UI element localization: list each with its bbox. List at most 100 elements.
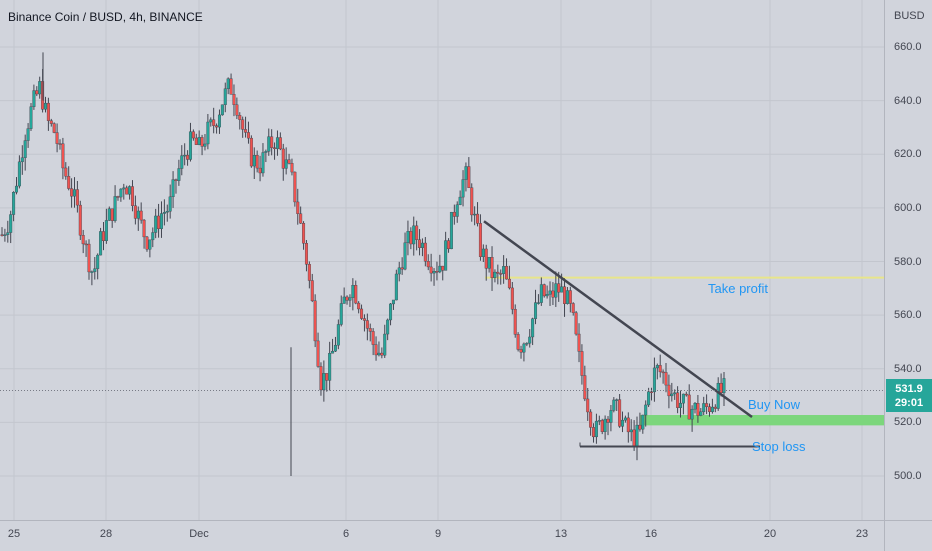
- time-tick-label: Dec: [189, 528, 209, 540]
- candle-body: [394, 273, 398, 301]
- candle-body: [72, 189, 76, 197]
- candle-body: [273, 147, 277, 149]
- candle-body: [165, 211, 169, 213]
- candle-body: [502, 266, 506, 274]
- candle-body: [145, 236, 149, 250]
- candle-body: [6, 232, 10, 235]
- candle-body: [545, 294, 549, 297]
- price-axis[interactable]: [884, 0, 932, 520]
- candle-body: [223, 88, 227, 105]
- candle-body: [513, 309, 517, 335]
- candle-body: [319, 366, 323, 391]
- candle-body: [447, 240, 451, 250]
- candle-body: [133, 205, 137, 219]
- candle-body: [374, 344, 378, 356]
- candle-body: [623, 417, 627, 421]
- buy-zone-band: [640, 415, 884, 426]
- candle-body: [354, 285, 358, 304]
- candle-body: [101, 231, 105, 242]
- time-tick-label: 28: [99, 528, 113, 540]
- candle-body: [162, 212, 166, 214]
- candle-body: [612, 399, 616, 411]
- candle-body: [200, 137, 204, 147]
- candle-body: [377, 352, 381, 356]
- candle-body: [81, 235, 85, 245]
- candle-body: [389, 303, 393, 321]
- candle-body: [258, 167, 262, 174]
- candle-body: [423, 242, 427, 262]
- candle-body: [307, 264, 311, 281]
- candle-body: [412, 225, 416, 245]
- candle-body: [217, 114, 221, 128]
- last-price-badge: 531.9 29:01: [886, 379, 932, 412]
- time-axis[interactable]: [0, 520, 884, 551]
- candle-body: [415, 225, 419, 240]
- candle-body: [331, 350, 335, 354]
- chart-area[interactable]: [0, 0, 884, 520]
- candle-body: [154, 215, 158, 233]
- candle-body: [310, 280, 314, 302]
- candle-body: [281, 148, 285, 169]
- candle-body: [528, 336, 532, 344]
- candle-body: [58, 143, 62, 145]
- candle-body: [516, 334, 520, 350]
- candle-body: [197, 137, 201, 145]
- buy-now-label[interactable]: Buy Now: [748, 397, 801, 412]
- candle-body: [244, 129, 248, 133]
- candle-body: [603, 418, 607, 432]
- candle-body: [290, 163, 294, 173]
- candle-body: [55, 132, 59, 144]
- candle-body: [476, 213, 480, 224]
- take-profit-label[interactable]: Take profit: [708, 281, 768, 296]
- candle-body: [687, 394, 691, 420]
- candle-body: [107, 208, 111, 221]
- price-tick-label: 560.0: [894, 309, 922, 321]
- candle-body: [531, 318, 535, 338]
- candle-body: [615, 399, 619, 401]
- price-tick-label: 540.0: [894, 363, 922, 375]
- candle-body: [397, 267, 401, 275]
- candle-body: [510, 287, 514, 310]
- candle-body: [484, 248, 488, 269]
- symbol-title: Binance Coin / BUSD, 4h, BINANCE: [8, 10, 203, 24]
- candle-body: [84, 243, 88, 246]
- candlestick-chart[interactable]: [0, 0, 884, 520]
- candle-body: [336, 324, 340, 346]
- candle-body: [14, 185, 18, 193]
- candle-body: [12, 192, 16, 215]
- candle-body: [458, 196, 462, 205]
- candle-body: [710, 406, 714, 412]
- candle-body: [461, 179, 465, 198]
- candle-body: [597, 420, 601, 422]
- candle-body: [52, 123, 56, 133]
- candle-body: [293, 171, 297, 203]
- candle-body: [229, 78, 233, 95]
- stop-loss-label[interactable]: Stop loss: [752, 439, 806, 454]
- time-tick-label: 13: [554, 528, 568, 540]
- candle-body: [9, 214, 13, 233]
- candle-body: [571, 303, 575, 313]
- candle-body: [467, 166, 471, 188]
- candle-body: [61, 143, 65, 169]
- candle-body: [679, 402, 683, 408]
- candle-body: [296, 201, 300, 214]
- candle-body: [383, 333, 387, 356]
- candle-body: [589, 411, 593, 428]
- price-tick-label: 600.0: [894, 202, 922, 214]
- candle-body: [609, 410, 613, 423]
- candle-body: [563, 286, 567, 304]
- candle-body: [49, 120, 53, 124]
- candle-body: [650, 391, 654, 393]
- candle-body: [722, 378, 726, 394]
- candle-body: [275, 137, 279, 149]
- candle-body: [194, 137, 198, 145]
- candle-body: [693, 403, 697, 410]
- candle-body: [470, 187, 474, 216]
- candle-body: [667, 384, 671, 397]
- candle-body: [119, 188, 123, 198]
- candle-body: [177, 168, 181, 181]
- candle-body: [139, 210, 143, 221]
- candle-body: [226, 78, 230, 89]
- candle-body: [600, 420, 604, 432]
- currency-label: BUSD: [894, 10, 925, 22]
